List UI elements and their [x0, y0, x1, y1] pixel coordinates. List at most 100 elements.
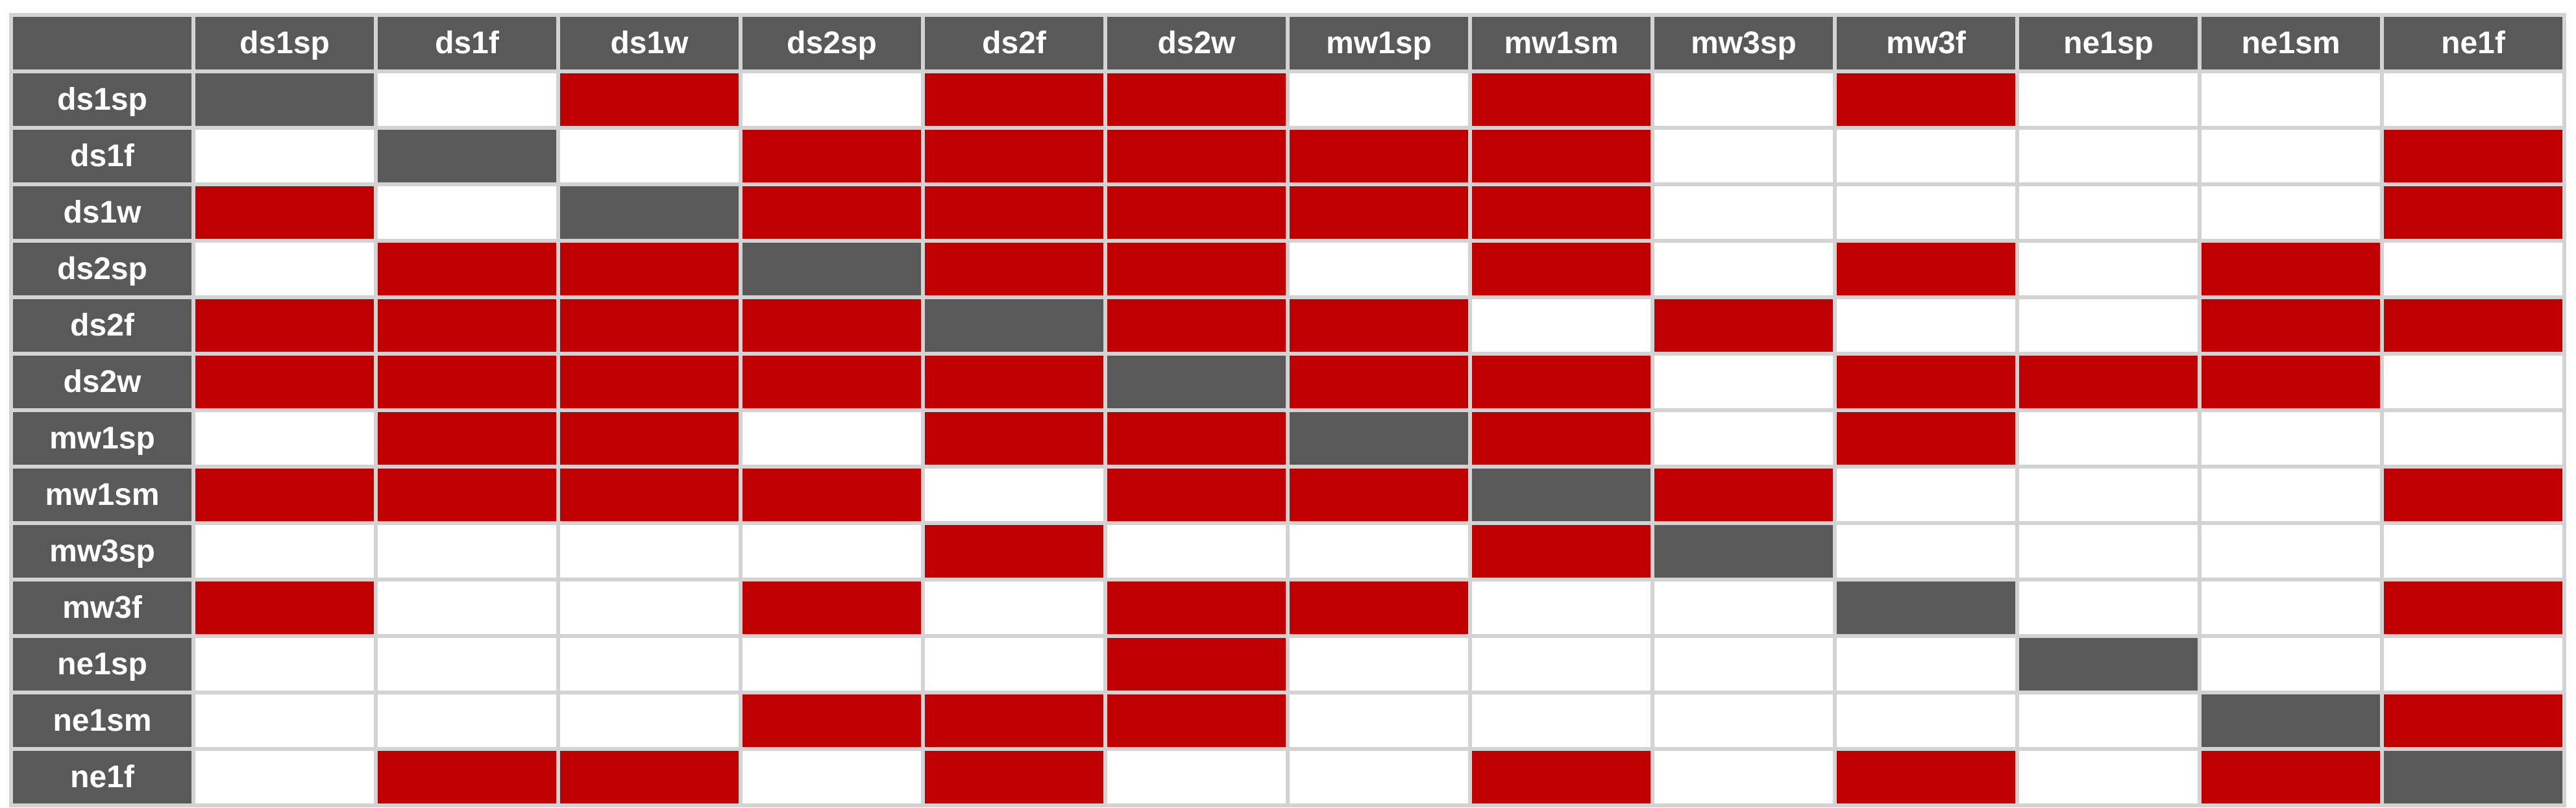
cell-ds1w-mw1sp — [1286, 182, 1472, 243]
cell-ds2w-ne1f — [2380, 352, 2566, 412]
cell-ds1w-ds2sp — [739, 182, 925, 243]
cell-ne1sp-ds2w — [1103, 634, 1290, 694]
cell-mw1sp-mw3sp — [1650, 408, 1837, 469]
row-header-ds1w: ds1w — [9, 182, 195, 243]
cell-ds2f-ds2w — [1103, 295, 1290, 356]
cell-mw1sm-ds1w — [556, 465, 742, 525]
matrix-header: ds1sp ds1f ds1w ds2sp ds2f ds2w mw1sp mw1sm mw3s… — [9, 13, 2566, 73]
row-header-mw3sp: mw3sp — [9, 521, 195, 582]
cell-ds1f-ds1sp — [191, 126, 378, 186]
cell-ds1sp-ds2sp — [739, 69, 925, 130]
cell-mw3sp-ne1sm — [2198, 521, 2384, 582]
cell-mw3sp-ds2w — [1103, 521, 1290, 582]
cell-mw1sm-ds2f — [921, 465, 1107, 525]
cell-ds1w-ds2w — [1103, 182, 1290, 243]
cell-ds2w-mw1sm — [1468, 352, 1654, 412]
cell-mw1sm-ds1f — [374, 465, 560, 525]
cell-ds2w-ds1f — [374, 352, 560, 412]
cell-ne1sm-ds1w — [556, 691, 742, 751]
cell-ne1sm-mw3sp — [1650, 691, 1837, 751]
col-header-ds2w: ds2w — [1103, 13, 1290, 73]
cell-mw1sp-ds1f — [374, 408, 560, 469]
cell-ds2sp-mw3f — [1833, 239, 2019, 299]
row-header-ds1f: ds1f — [9, 126, 195, 186]
cell-ds2f-ds1w — [556, 295, 742, 356]
cell-mw3f-mw3f — [1833, 578, 2019, 638]
row-header-ds2sp: ds2sp — [9, 239, 195, 299]
matrix-row-ds1f: ds1f — [9, 126, 2566, 186]
cell-mw3f-ne1sm — [2198, 578, 2384, 638]
cell-mw1sp-ds2sp — [739, 408, 925, 469]
col-header-ds1w: ds1w — [556, 13, 742, 73]
row-header-ne1sp: ne1sp — [9, 634, 195, 694]
cell-mw1sp-ds2w — [1103, 408, 1290, 469]
cell-ds2w-ds1w — [556, 352, 742, 412]
cell-mw3sp-mw3sp — [1650, 521, 1837, 582]
corner-cell — [9, 13, 195, 73]
cell-ds1sp-ds1sp — [191, 69, 378, 130]
cell-ds1sp-ds1f — [374, 69, 560, 130]
cell-ne1sp-ds2f — [921, 634, 1107, 694]
cell-ne1f-ds2w — [1103, 747, 1290, 807]
cell-ne1f-ne1sm — [2198, 747, 2384, 807]
cell-ds1f-mw3f — [1833, 126, 2019, 186]
cell-ds1f-mw1sp — [1286, 126, 1472, 186]
cell-ds2sp-mw1sp — [1286, 239, 1472, 299]
cell-mw1sm-mw1sm — [1468, 465, 1654, 525]
cell-ne1sm-ne1sp — [2015, 691, 2202, 751]
cell-ne1sp-mw3f — [1833, 634, 2019, 694]
cell-mw3sp-mw1sp — [1286, 521, 1472, 582]
cell-mw1sm-mw1sp — [1286, 465, 1472, 525]
cell-ds1sp-mw3f — [1833, 69, 2019, 130]
cell-ne1sp-ne1sp — [2015, 634, 2202, 694]
cell-ds2f-mw1sp — [1286, 295, 1472, 356]
cell-mw1sp-ds1w — [556, 408, 742, 469]
cell-mw3f-mw3sp — [1650, 578, 1837, 638]
cell-ds1sp-mw1sp — [1286, 69, 1472, 130]
row-header-ne1sm: ne1sm — [9, 691, 195, 751]
matrix-body: ds1sp ds1f ds1w ds2sp ds2f ds2w mw1sp mw1sm mw3s… — [9, 69, 2566, 807]
cell-mw3f-ds2w — [1103, 578, 1290, 638]
cell-mw1sp-ds1sp — [191, 408, 378, 469]
cell-mw3sp-ds1f — [374, 521, 560, 582]
cell-ds2f-ne1sm — [2198, 295, 2384, 356]
cell-ne1sp-mw1sm — [1468, 634, 1654, 694]
cell-mw3f-mw1sp — [1286, 578, 1472, 638]
cell-ds2f-mw1sm — [1468, 295, 1654, 356]
cell-ds2f-ds2sp — [739, 295, 925, 356]
cell-ne1sp-mw3sp — [1650, 634, 1837, 694]
row-header-ds2w: ds2w — [9, 352, 195, 412]
cell-ne1sm-ne1sm — [2198, 691, 2384, 751]
cell-ne1sm-ds1f — [374, 691, 560, 751]
cell-ne1sp-ne1f — [2380, 634, 2566, 694]
cell-ds1w-ds1sp — [191, 182, 378, 243]
cell-ds2w-ds2f — [921, 352, 1107, 412]
cell-ne1f-ds2f — [921, 747, 1107, 807]
cell-ne1f-ds1sp — [191, 747, 378, 807]
cell-ds2f-ne1f — [2380, 295, 2566, 356]
row-header-ds2f: ds2f — [9, 295, 195, 356]
matrix-row-ds2f: ds2f — [9, 295, 2566, 356]
cell-ne1sp-ds2sp — [739, 634, 925, 694]
cell-mw3sp-ne1f — [2380, 521, 2566, 582]
cell-ne1sm-ds2sp — [739, 691, 925, 751]
cell-ds1w-ds1f — [374, 182, 560, 243]
cell-ne1sm-ds2f — [921, 691, 1107, 751]
cell-ds2f-ds1sp — [191, 295, 378, 356]
matrix-row-ne1sp: ne1sp — [9, 634, 2566, 694]
matrix-row-ne1sm: ne1sm — [9, 691, 2566, 751]
matrix-row-ds1w: ds1w — [9, 182, 2566, 243]
matrix-row-ds1sp: ds1sp — [9, 69, 2566, 130]
cell-ds2sp-mw3sp — [1650, 239, 1837, 299]
cell-ne1sp-ne1sm — [2198, 634, 2384, 694]
cell-mw1sm-mw3sp — [1650, 465, 1837, 525]
cell-mw3sp-ds2sp — [739, 521, 925, 582]
col-header-ds1f: ds1f — [374, 13, 560, 73]
cell-ne1sm-mw3f — [1833, 691, 2019, 751]
col-header-mw1sp: mw1sp — [1286, 13, 1472, 73]
cell-ds2sp-ne1sm — [2198, 239, 2384, 299]
cell-mw3f-ds1w — [556, 578, 742, 638]
col-header-ds2f: ds2f — [921, 13, 1107, 73]
cell-ds2f-mw3sp — [1650, 295, 1837, 356]
row-header-mw1sp: mw1sp — [9, 408, 195, 469]
